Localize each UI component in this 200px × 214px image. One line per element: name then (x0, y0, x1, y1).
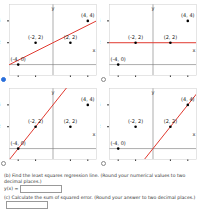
svg-text:2: 2 (0, 39, 1, 45)
html-text:y(x) =: y(x) = (4, 186, 19, 192)
svg-text:(-4, 0): (-4, 0) (11, 140, 26, 146)
svg-text:x: x (93, 47, 96, 53)
svg-text:(4, 4): (4, 4) (181, 96, 194, 102)
svg-text:2: 2 (69, 167, 72, 168)
svg-text:y: y (152, 5, 155, 12)
svg-text:-4: -4 (116, 167, 121, 168)
svg-text:(-2, 2): (-2, 2) (28, 118, 43, 124)
svg-text:y: y (52, 5, 55, 12)
svg-text:2: 2 (0, 123, 1, 129)
svg-text:2: 2 (169, 167, 172, 168)
svg-text:y: y (152, 89, 155, 96)
svg-text:(-4, 0): (-4, 0) (11, 56, 26, 62)
svg-text:4: 4 (86, 167, 89, 168)
svg-text:x: x (93, 131, 96, 137)
svg-text:-4: -4 (16, 167, 21, 168)
html-text:(b) Find the least squares reg: (b) Find the least squares regression li… (4, 173, 186, 184)
svg-text:x: x (193, 47, 196, 53)
svg-text:(-4, 0): (-4, 0) (111, 140, 126, 146)
svg-text:4: 4 (0, 101, 1, 107)
svg-text:(-2, 2): (-2, 2) (28, 34, 43, 40)
svg-text:4: 4 (100, 101, 101, 107)
svg-text:(2, 2): (2, 2) (164, 34, 177, 40)
svg-text:(4, 4): (4, 4) (81, 96, 94, 102)
svg-text:(-2, 2): (-2, 2) (128, 34, 143, 40)
svg-text:(2, 2): (2, 2) (164, 118, 177, 124)
svg-text:(4, 4): (4, 4) (81, 12, 94, 18)
html-text:(c) Calculate the sum of squar: (c) Calculate the sum of squared error. … (4, 195, 196, 200)
svg-text:4: 4 (0, 17, 1, 23)
svg-text:4: 4 (186, 167, 189, 168)
svg-text:-2: -2 (133, 167, 138, 168)
svg-text:y: y (52, 89, 55, 96)
svg-text:-2: -2 (33, 167, 38, 168)
svg-text:(2, 2): (2, 2) (64, 34, 77, 40)
svg-text:2: 2 (100, 123, 101, 129)
svg-text:(-4, 0): (-4, 0) (111, 56, 126, 62)
svg-text:(-2, 2): (-2, 2) (128, 118, 143, 124)
svg-text:(4, 4): (4, 4) (181, 12, 194, 18)
svg-text:(2, 2): (2, 2) (64, 118, 77, 124)
svg-text:4: 4 (100, 17, 101, 23)
svg-text:x: x (193, 131, 196, 137)
svg-text:2: 2 (100, 39, 101, 45)
